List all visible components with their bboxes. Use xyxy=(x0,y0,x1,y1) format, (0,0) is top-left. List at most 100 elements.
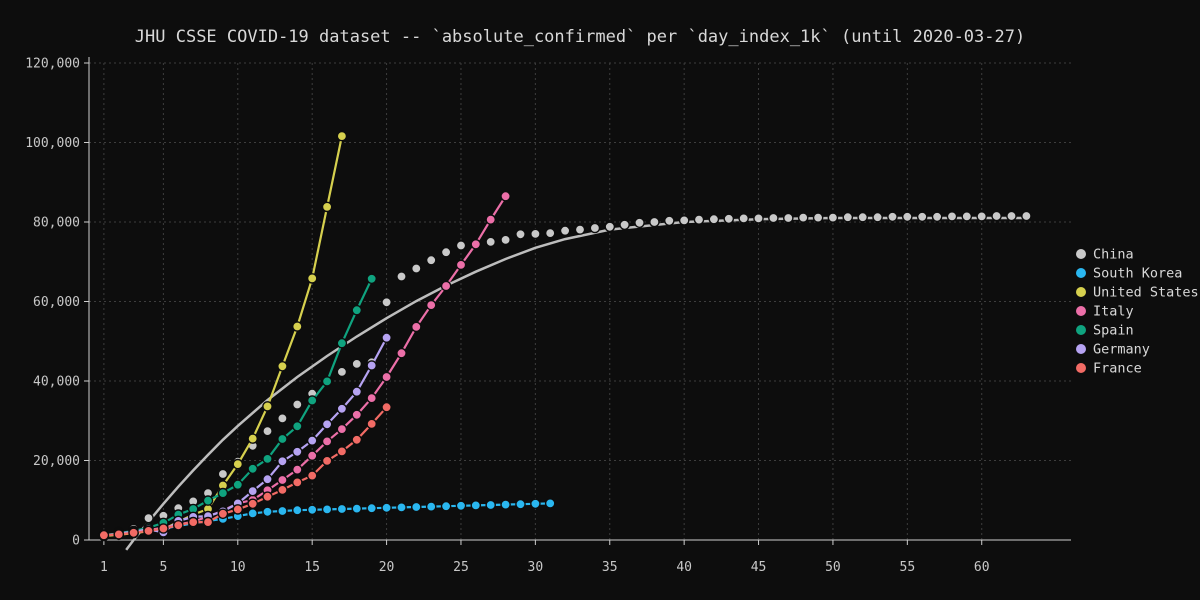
x-tick-label: 45 xyxy=(751,560,767,575)
data-point xyxy=(708,213,720,225)
data-point xyxy=(187,516,199,528)
legend-item: France xyxy=(1076,361,1142,377)
data-point xyxy=(544,498,556,509)
data-point xyxy=(321,455,333,467)
data-point xyxy=(857,211,869,223)
series-china xyxy=(98,210,1032,541)
data-point xyxy=(678,215,690,226)
legend-label: South Korea xyxy=(1093,266,1182,282)
data-point xyxy=(500,234,511,246)
data-point xyxy=(455,259,467,271)
data-point xyxy=(351,358,363,370)
legend-marker xyxy=(1076,306,1086,316)
data-point xyxy=(768,212,779,224)
data-point xyxy=(262,453,273,465)
data-point xyxy=(217,487,229,499)
chart-title: JHU CSSE COVID-19 dataset -- `absolute_c… xyxy=(135,27,1025,47)
x-tick-label: 55 xyxy=(900,560,916,575)
x-tick-label: 25 xyxy=(453,560,469,575)
series-italy xyxy=(98,190,511,541)
x-tick-label: 20 xyxy=(379,560,395,575)
data-point xyxy=(693,214,705,225)
data-point xyxy=(336,423,348,435)
data-point xyxy=(515,228,526,240)
data-point xyxy=(500,190,511,202)
data-point xyxy=(247,433,258,444)
data-point xyxy=(946,211,958,222)
legend: China South Korea United States Italy Spain G… xyxy=(1076,247,1199,377)
x-tick-label: 30 xyxy=(528,560,544,575)
data-point xyxy=(366,273,378,285)
data-point xyxy=(410,321,422,333)
data-point xyxy=(381,502,392,514)
data-point xyxy=(619,219,630,231)
data-point xyxy=(351,434,363,446)
data-point xyxy=(396,347,407,359)
data-point xyxy=(366,360,378,371)
data-point xyxy=(574,224,586,235)
data-point xyxy=(113,529,125,540)
data-point xyxy=(366,392,378,404)
data-point xyxy=(812,212,824,223)
data-point xyxy=(277,484,288,496)
y-tick-label: 80,000 xyxy=(33,216,80,231)
data-point xyxy=(396,271,407,282)
data-point xyxy=(842,211,854,223)
data-point xyxy=(916,211,928,223)
data-point xyxy=(321,201,333,213)
x-tick-label: 40 xyxy=(676,560,692,575)
data-point xyxy=(277,413,288,424)
legend-marker xyxy=(1076,268,1086,278)
data-point xyxy=(634,217,645,229)
data-point xyxy=(515,498,526,510)
data-point xyxy=(366,418,378,430)
data-point xyxy=(366,502,378,514)
data-point xyxy=(351,386,363,398)
legend-label: China xyxy=(1093,247,1134,263)
data-point xyxy=(961,211,973,222)
legend-item: Italy xyxy=(1076,304,1134,320)
data-point xyxy=(217,508,229,520)
data-point xyxy=(321,418,333,430)
legend-marker xyxy=(1076,363,1086,373)
data-point xyxy=(723,213,735,225)
legend-item: United States xyxy=(1076,285,1199,301)
data-point xyxy=(425,254,437,266)
data-point xyxy=(306,395,318,406)
data-point xyxy=(381,401,392,413)
data-point xyxy=(306,435,318,446)
data-point xyxy=(277,433,288,445)
data-point xyxy=(351,409,363,421)
data-point xyxy=(291,399,303,410)
data-point xyxy=(485,236,497,248)
data-point xyxy=(425,501,437,512)
data-point xyxy=(738,213,750,224)
data-point xyxy=(247,463,258,475)
data-point xyxy=(336,337,348,349)
data-point xyxy=(470,238,482,250)
data-point xyxy=(396,502,407,513)
data-point xyxy=(872,211,883,223)
data-point xyxy=(291,504,303,516)
data-point xyxy=(425,299,437,311)
data-point xyxy=(336,403,348,415)
data-point xyxy=(381,296,392,308)
series-france xyxy=(98,401,392,541)
data-point xyxy=(262,401,273,412)
legend-marker xyxy=(1076,249,1086,259)
data-point xyxy=(306,504,318,516)
data-point xyxy=(455,240,467,251)
data-point xyxy=(202,495,214,506)
data-point xyxy=(143,525,154,537)
data-point xyxy=(485,499,497,511)
data-point xyxy=(247,485,258,497)
data-point xyxy=(172,520,184,531)
data-point xyxy=(976,211,988,222)
series-layer xyxy=(98,130,1032,551)
x-tick-label: 60 xyxy=(974,560,990,575)
data-point xyxy=(291,477,303,488)
data-point xyxy=(440,500,452,512)
y-tick-label: 0 xyxy=(72,534,80,549)
legend-item: Spain xyxy=(1076,323,1134,339)
